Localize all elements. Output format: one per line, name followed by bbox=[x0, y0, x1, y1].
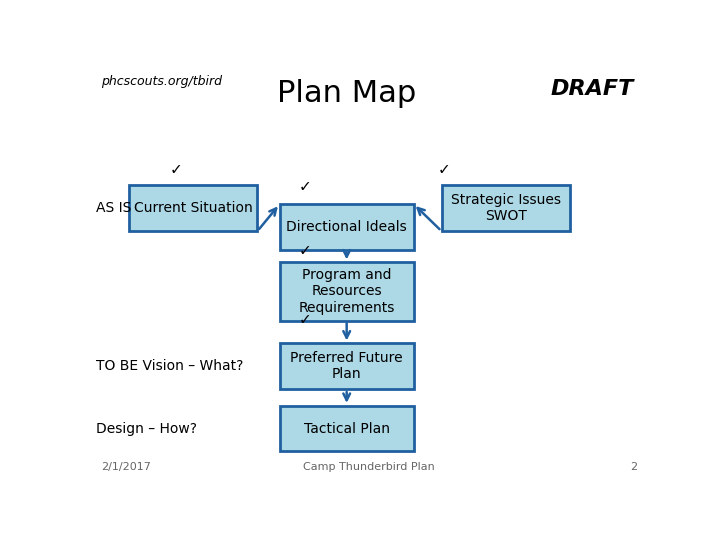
Text: Plan Map: Plan Map bbox=[277, 79, 416, 109]
FancyBboxPatch shape bbox=[129, 185, 258, 231]
Text: AS IS: AS IS bbox=[96, 201, 131, 215]
FancyBboxPatch shape bbox=[441, 185, 570, 231]
FancyBboxPatch shape bbox=[280, 204, 414, 250]
Text: 2/1/2017: 2/1/2017 bbox=[101, 462, 151, 472]
Text: ✓: ✓ bbox=[299, 179, 311, 194]
Text: ✓: ✓ bbox=[438, 162, 451, 177]
Text: Design – How?: Design – How? bbox=[96, 422, 197, 436]
Text: Strategic Issues
SWOT: Strategic Issues SWOT bbox=[451, 193, 561, 224]
Text: Tactical Plan: Tactical Plan bbox=[304, 422, 390, 436]
Text: Preferred Future
Plan: Preferred Future Plan bbox=[290, 351, 403, 381]
Text: Camp Thunderbird Plan: Camp Thunderbird Plan bbox=[303, 462, 435, 472]
Text: ✓: ✓ bbox=[299, 312, 311, 327]
Text: Current Situation: Current Situation bbox=[134, 201, 253, 215]
Text: TO BE Vision – What?: TO BE Vision – What? bbox=[96, 359, 243, 373]
Text: ✓: ✓ bbox=[299, 243, 311, 258]
FancyBboxPatch shape bbox=[280, 406, 414, 451]
FancyBboxPatch shape bbox=[280, 343, 414, 389]
Text: ✓: ✓ bbox=[170, 162, 183, 177]
Text: DRAFT: DRAFT bbox=[551, 79, 634, 99]
Text: Program and
Resources
Requirements: Program and Resources Requirements bbox=[299, 268, 395, 315]
Text: Directional Ideals: Directional Ideals bbox=[287, 220, 407, 234]
FancyBboxPatch shape bbox=[280, 262, 414, 321]
Text: 2: 2 bbox=[630, 462, 637, 472]
Text: phcscouts.org/tbird: phcscouts.org/tbird bbox=[101, 75, 222, 88]
